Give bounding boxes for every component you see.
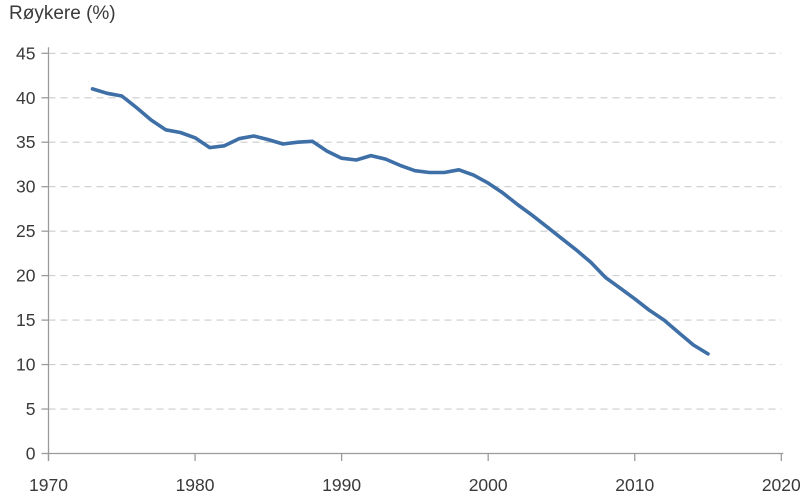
x-tick-label-2020: 2020 (762, 475, 800, 495)
y-tick-label-35: 35 (16, 132, 35, 152)
y-tick-label-45: 45 (16, 43, 35, 63)
y-tick-label-20: 20 (16, 266, 36, 286)
x-tick-label-1990: 1990 (322, 475, 361, 495)
y-tick-label-5: 5 (26, 399, 36, 419)
chart-title: Røykere (%) (9, 3, 116, 24)
y-tick-label-10: 10 (16, 355, 36, 375)
data-line-smokers (90, 87, 710, 356)
y-tick-label-40: 40 (16, 88, 36, 108)
x-tick-label-2010: 2010 (615, 475, 654, 495)
x-tick-label-1980: 1980 (176, 475, 215, 495)
y-tick-label-30: 30 (16, 177, 36, 197)
x-tick-label-2000: 2000 (469, 475, 508, 495)
y-tick-label-15: 15 (16, 310, 35, 330)
x-tick-label-1970: 1970 (29, 475, 68, 495)
y-tick-label-25: 25 (16, 221, 35, 241)
y-tick-label-0: 0 (26, 444, 36, 464)
